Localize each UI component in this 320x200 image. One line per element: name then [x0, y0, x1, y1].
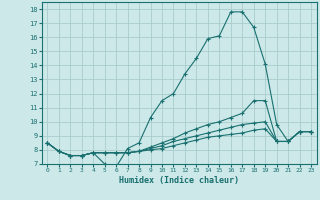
- X-axis label: Humidex (Indice chaleur): Humidex (Indice chaleur): [119, 176, 239, 185]
